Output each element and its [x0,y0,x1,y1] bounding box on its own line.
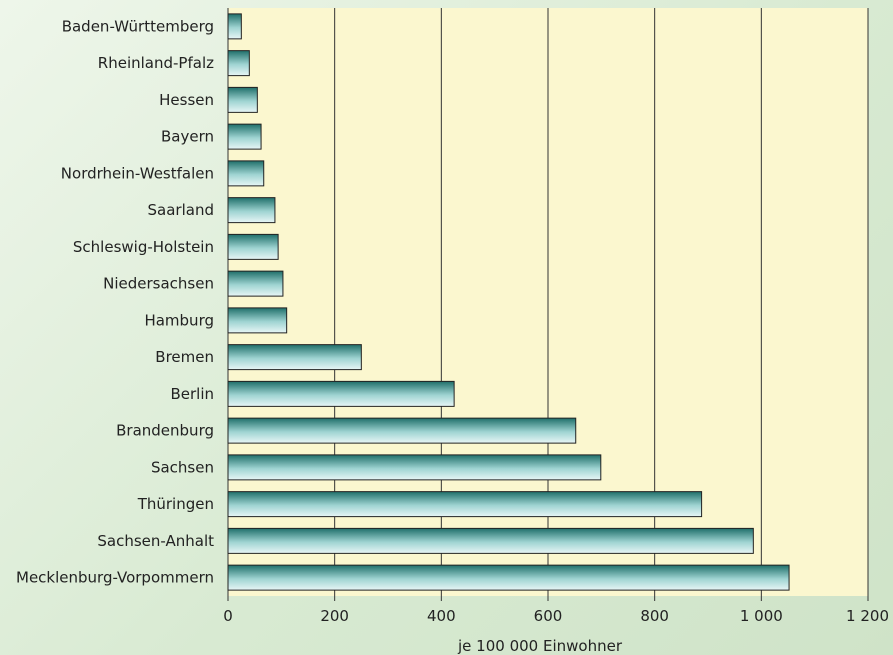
category-label: Niedersachsen [103,275,214,293]
bar [227,307,288,334]
bar [227,123,262,150]
bar [227,564,790,591]
category-label: Berlin [170,385,214,403]
tick-label: 400 [427,607,456,625]
category-label: Sachsen-Anhalt [97,532,214,550]
bar [227,86,258,113]
category-label: Hamburg [144,311,214,329]
category-labels: Baden-Württemberg Rheinland-Pfalz Hessen Ba… [16,17,214,586]
category-label: Hessen [159,91,214,109]
bar [227,50,250,77]
tick-label: 800 [640,607,669,625]
bars [227,13,790,591]
tick-label: 1 200 [846,607,889,625]
tick-label: 0 [223,607,233,625]
bar [227,491,703,518]
bar [227,380,455,407]
bar [227,197,276,224]
category-label: Thüringen [137,495,214,513]
tick-label: 1 000 [740,607,783,625]
category-label: Brandenburg [116,422,214,440]
bar [227,270,284,297]
category-label: Nordrhein-Westfalen [61,164,214,182]
bar [227,233,279,260]
category-label: Schleswig-Holstein [73,238,214,256]
tick-label: 600 [534,607,563,625]
category-label: Mecklenburg-Vorpommern [16,569,214,587]
tick-label: 200 [320,607,349,625]
category-label: Saarland [148,201,214,219]
category-label: Sachsen [151,458,214,476]
x-axis-ticks: 0 200 400 600 800 1 000 1 200 [223,596,889,625]
bar [227,527,754,554]
category-label: Bayern [161,128,214,146]
bar [227,13,242,40]
category-label: Bremen [155,348,214,366]
bar [227,160,265,187]
bar [227,454,602,481]
x-axis-title: je 100 000 Einwohner [457,637,623,655]
category-label: Baden-Württemberg [62,17,214,35]
bar [227,344,362,371]
bar [227,417,577,444]
category-label: Rheinland-Pfalz [98,54,214,72]
